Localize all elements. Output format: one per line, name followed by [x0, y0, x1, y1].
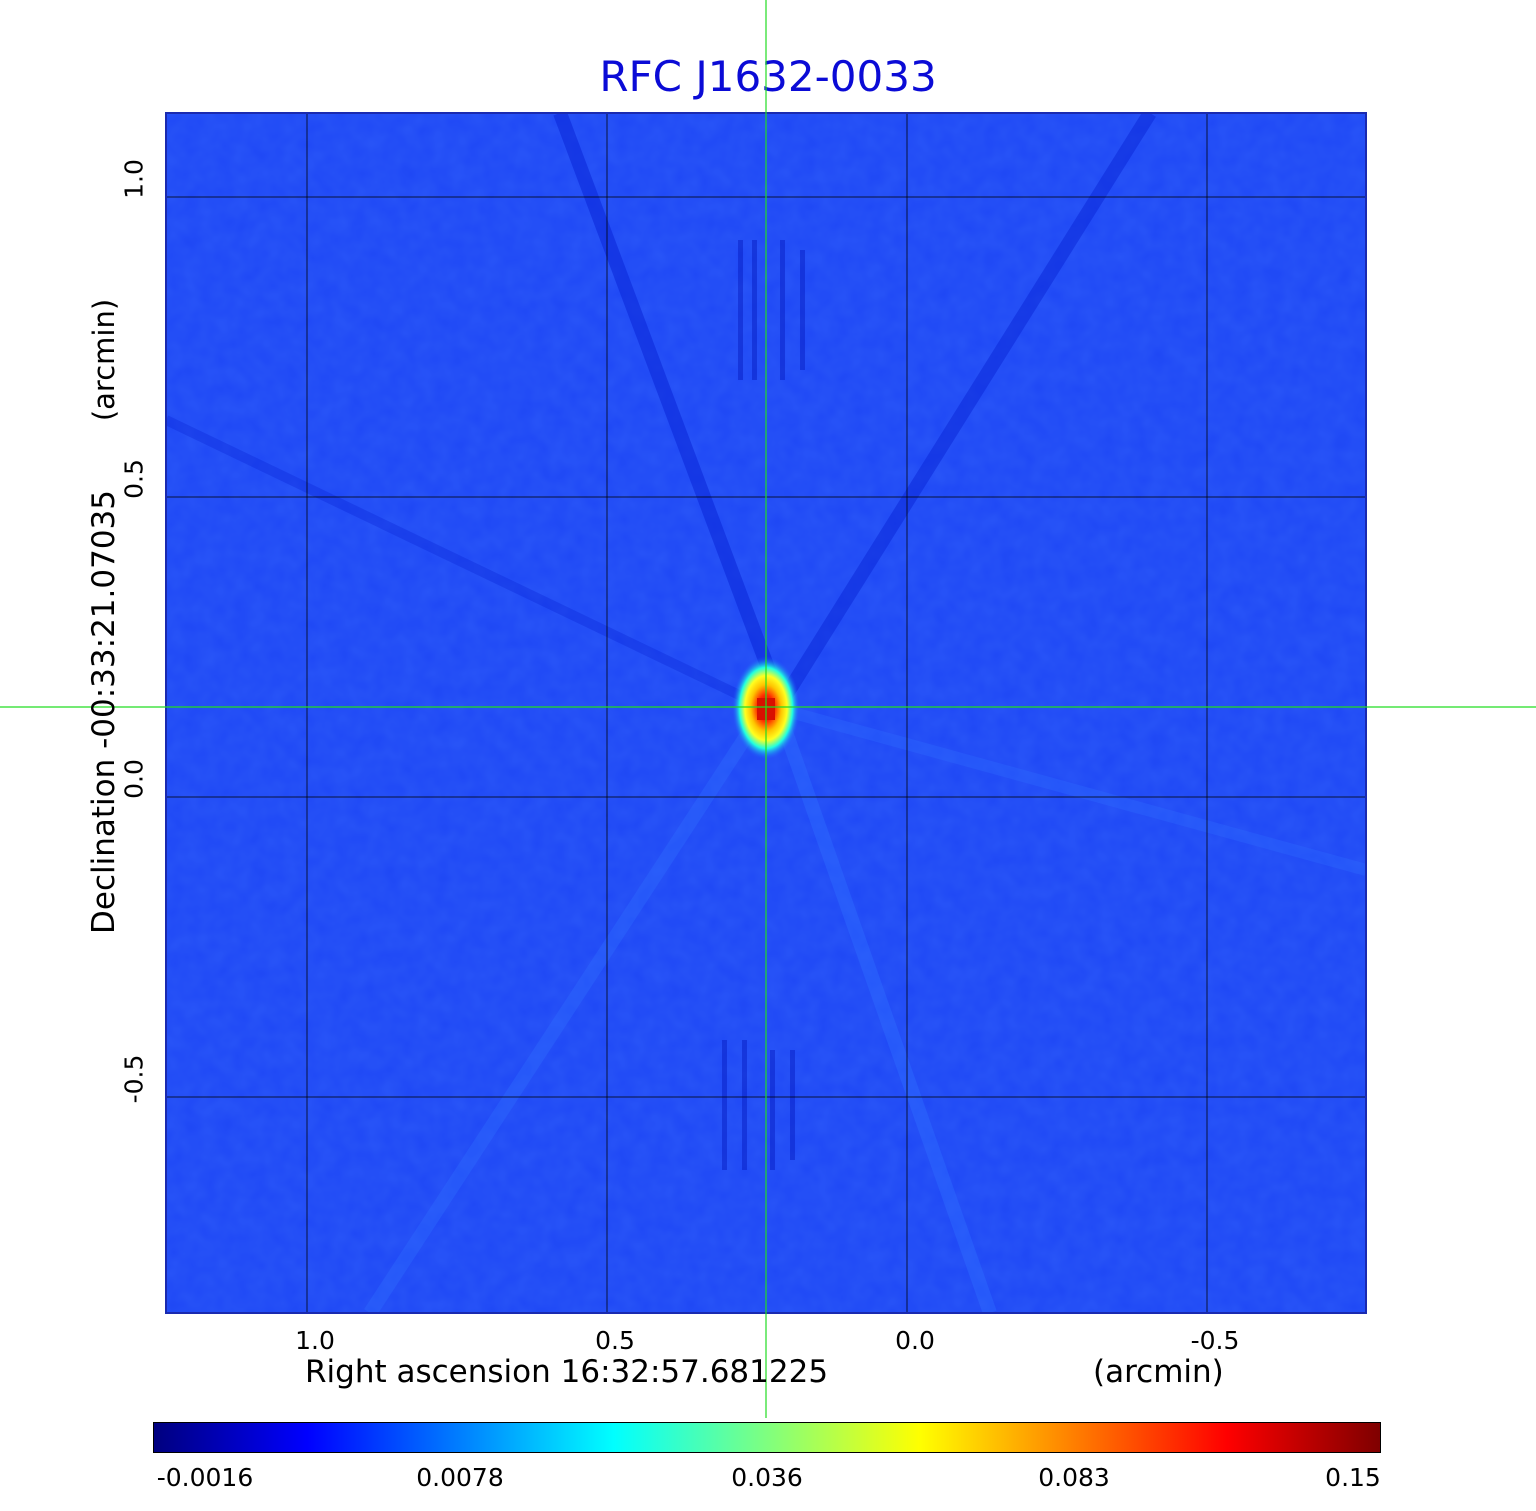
x-tick-label: 0.0 [895, 1326, 935, 1355]
colorbar-tick-label: 0.083 [1038, 1463, 1110, 1492]
x-axis-unit: (arcmin) [1093, 1354, 1224, 1390]
x-tick-label: 0.5 [595, 1326, 635, 1355]
x-tick-label: -0.5 [1190, 1326, 1240, 1355]
image-plot [0, 0, 1536, 1418]
x-tick-label: 1.0 [295, 1326, 335, 1355]
colorbar-tick-label: 0.15 [1325, 1463, 1381, 1492]
colorbar-tick-label: 0.036 [731, 1463, 803, 1492]
y-axis-unit: (arcmin) [87, 298, 121, 422]
colorbar [153, 1422, 1381, 1453]
chart-title: RFC J1632-0033 [599, 52, 937, 101]
colorbar-tick-label: -0.0016 [156, 1463, 254, 1492]
y-tick-label: 1.0 [119, 159, 149, 199]
x-axis-label: Right ascension 16:32:57.681225 [305, 1354, 829, 1390]
y-tick-label: 0.0 [119, 759, 149, 799]
colorbar-tick-label: 0.0078 [416, 1463, 504, 1492]
crosshair [0, 0, 1536, 1418]
y-tick-label: 0.5 [119, 459, 149, 499]
y-axis-label: Declination -00:33:21.07035 [86, 490, 122, 934]
y-tick-label: -0.5 [119, 1054, 149, 1104]
